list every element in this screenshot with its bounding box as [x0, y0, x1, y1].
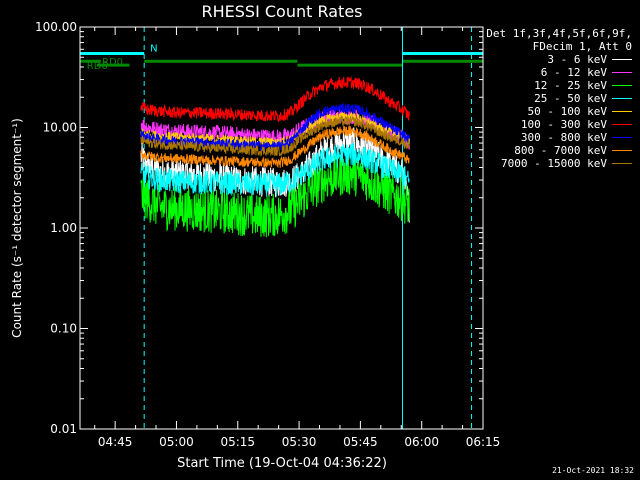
y-tick-label: 0.01 [50, 422, 77, 436]
legend-swatch [612, 58, 632, 61]
series-line [140, 142, 410, 197]
series-line [140, 152, 410, 238]
legend-entry: 12 - 25 keV [470, 79, 632, 92]
footer-date: 21-Oct-2021 18:32 [552, 466, 634, 475]
x-tick-label: 06:00 [404, 435, 439, 449]
legend-entry-label: 7000 - 15000 keV [501, 157, 607, 170]
y-tick-label: 1.00 [50, 221, 77, 235]
y-tick-label: 100.00 [35, 20, 77, 34]
legend-header-line-1: Det 1f,3f,4f,5f,6f,9f, [486, 27, 632, 40]
y-tick-label: 10.00 [43, 121, 77, 135]
series-line [140, 125, 410, 169]
legend-entry-label: 6 - 12 keV [540, 66, 607, 79]
legend-entries: 3 - 6 keV 6 - 12 keV 12 - 25 keV 25 - 50 ke… [470, 53, 632, 170]
legend: Det 1f,3f,4f,5f,6f,9f, FDecim 1, Att 0 3… [470, 27, 632, 170]
x-tick-label: 05:45 [343, 435, 378, 449]
legend-entry-label: 800 - 7000 keV [514, 144, 607, 157]
legend-entry: 800 - 7000 keV [470, 144, 632, 157]
state-bar-label: RD6 [87, 61, 108, 72]
legend-entry: 6 - 12 keV [470, 66, 632, 79]
legend-entry: 50 - 100 keV [470, 105, 632, 118]
legend-entry-label: 50 - 100 keV [527, 105, 607, 118]
legend-entry-label: 100 - 300 keV [520, 118, 607, 131]
legend-swatch [612, 97, 632, 100]
legend-entry-label: 12 - 25 keV [534, 79, 607, 92]
series-line [140, 110, 410, 148]
state-bar-label: N [150, 44, 157, 55]
x-tick-label: 05:15 [220, 435, 255, 449]
state-bar-label: RD0 [102, 57, 123, 68]
y-tick-label: 0.10 [50, 322, 77, 336]
series-line [140, 115, 410, 157]
legend-header-line-2: FDecim 1, Att 0 [532, 40, 632, 53]
legend-entry: 7000 - 15000 keV [470, 157, 632, 170]
legend-swatch [612, 123, 632, 126]
legend-swatch [612, 149, 632, 152]
legend-entry: 100 - 300 keV [470, 118, 632, 131]
legend-entry: 3 - 6 keV [470, 53, 632, 66]
series-line [140, 103, 410, 152]
x-tick-label: 04:45 [98, 435, 133, 449]
legend-swatch [612, 162, 632, 165]
x-axis-label: Start Time (19-Oct-04 04:36:22) [177, 456, 387, 471]
legend-swatch [612, 136, 632, 139]
legend-swatch [612, 110, 632, 113]
legend-entry: 25 - 50 keV [470, 92, 632, 105]
legend-entry-label: 3 - 6 keV [547, 53, 607, 66]
legend-swatch [612, 71, 632, 74]
legend-swatch [612, 84, 632, 87]
x-tick-label: 05:00 [159, 435, 194, 449]
y-axis-label: Count Rate (s⁻¹ detector segment⁻¹) [10, 118, 24, 338]
x-tick-label: 05:30 [282, 435, 317, 449]
x-tick-label: 06:15 [466, 435, 501, 449]
series-line [140, 76, 410, 123]
legend-entry-label: 300 - 800 keV [520, 131, 607, 144]
legend-entry-label: 25 - 50 keV [534, 92, 607, 105]
chart-title: RHESSI Count Rates [202, 2, 363, 21]
x-axis: 04:45 05:00 05:15 05:30 05:45 06:00 06:15 [94, 27, 501, 449]
legend-entry: 300 - 800 keV [470, 131, 632, 144]
y-axis: 0.01 0.10 1.00 10.00 100.00 [35, 20, 483, 436]
